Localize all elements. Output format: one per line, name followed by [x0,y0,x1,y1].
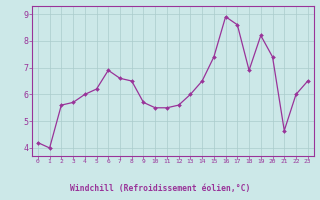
Text: Windchill (Refroidissement éolien,°C): Windchill (Refroidissement éolien,°C) [70,184,250,192]
